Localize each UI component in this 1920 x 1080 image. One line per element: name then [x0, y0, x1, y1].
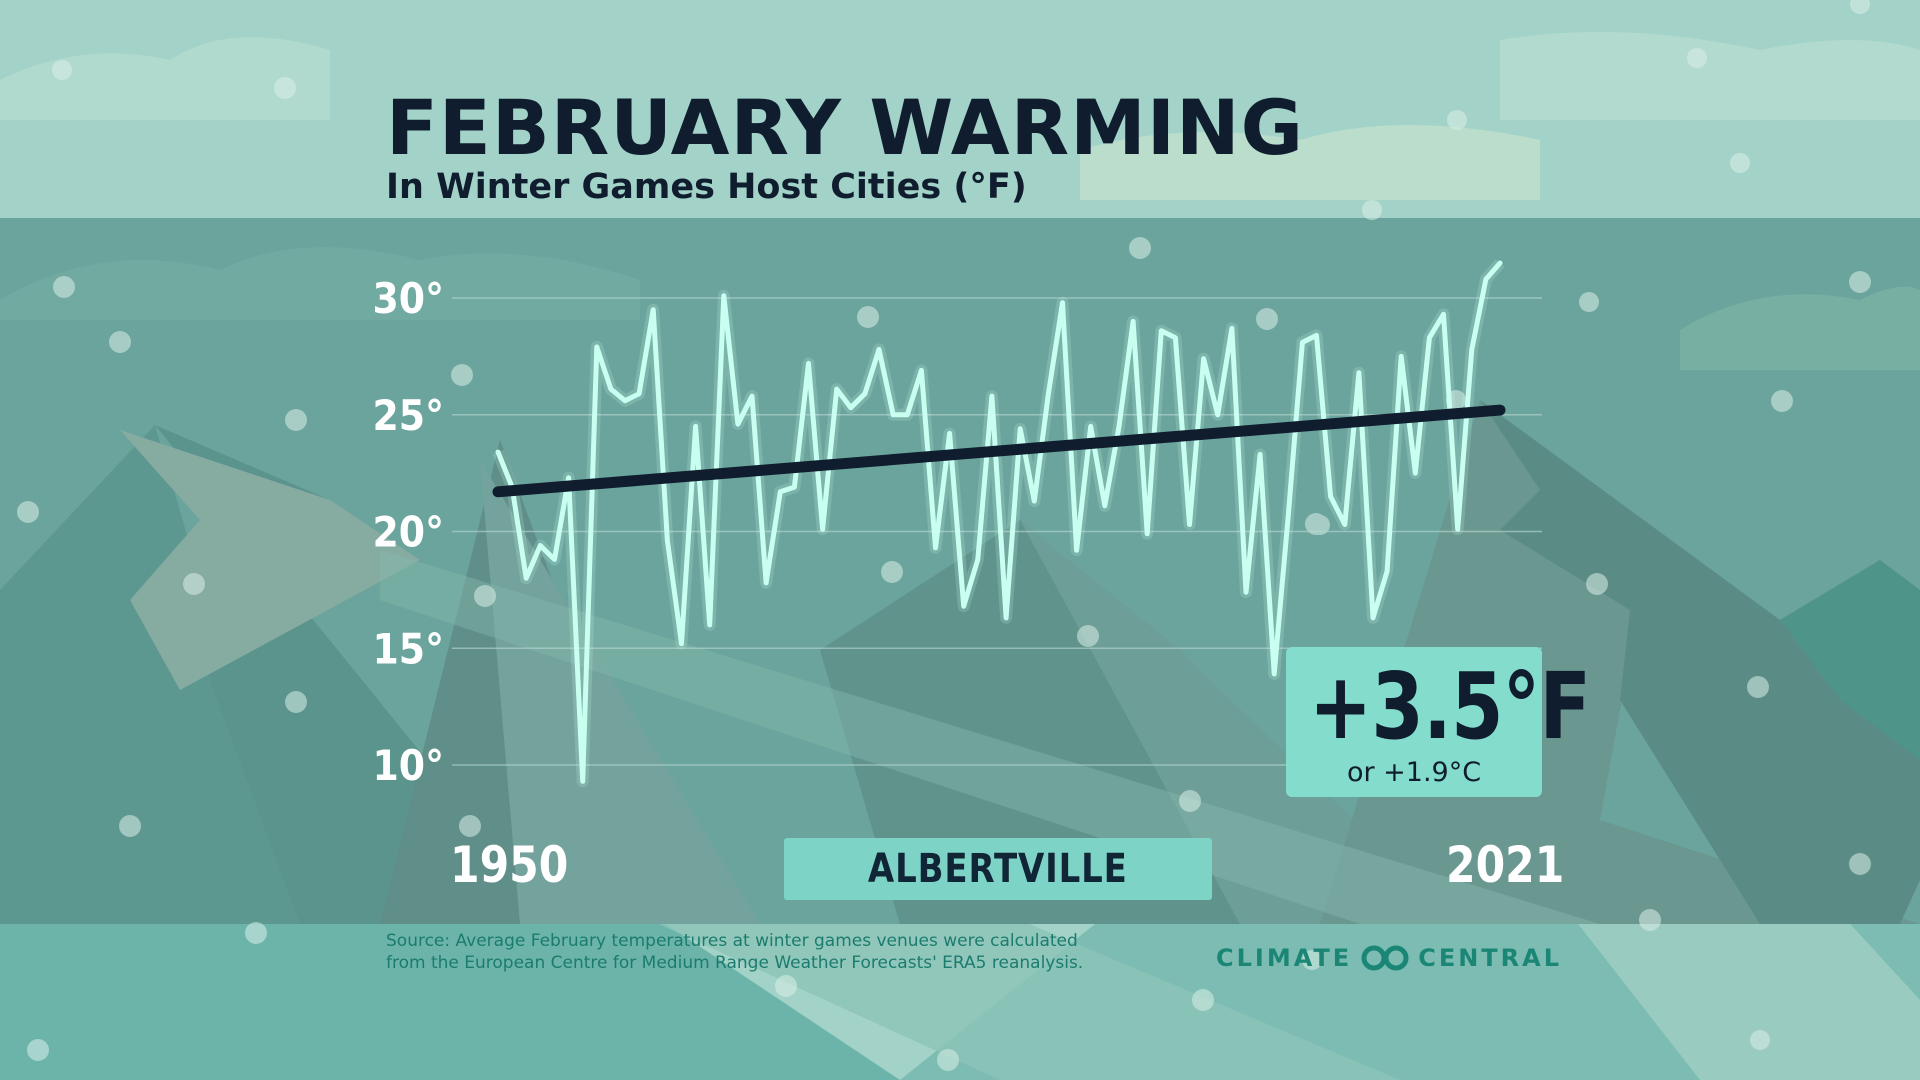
city-label: ALBERTVILLE — [868, 846, 1128, 892]
y-tick-label-15: 15° — [373, 624, 444, 673]
y-tick-labels: 10° 15° 20° 25° 30° — [373, 274, 444, 790]
y-tick-label-10: 10° — [373, 741, 444, 790]
source-line-1: Source: Average February temperatures at… — [386, 931, 1078, 951]
y-tick-label-25: 25° — [373, 391, 444, 440]
source-note: Source: Average February temperatures at… — [386, 930, 1146, 974]
y-tick-label-30: 30° — [373, 274, 444, 323]
source-line-2: from the European Centre for Medium Rang… — [386, 953, 1084, 973]
trend-line — [492, 404, 1506, 498]
chart-subtitle: In Winter Games Host Cities (°F) — [386, 167, 1027, 207]
infinity-logo-icon — [1361, 945, 1409, 971]
x-tick-label-start: 1950 — [450, 836, 569, 894]
brand-right: CENTRAL — [1418, 944, 1563, 972]
y-tick-label-20: 20° — [373, 508, 444, 557]
climate-central-logo: CLIMATE CENTRAL — [1216, 944, 1562, 972]
temperature-line — [495, 260, 1503, 784]
brand-left: CLIMATE — [1216, 944, 1353, 972]
series-group — [492, 259, 1506, 788]
city-label-box: ALBERTVILLE — [784, 838, 1212, 900]
x-tick-label-end: 2021 — [1446, 836, 1565, 894]
callout-value-celsius: or +1.9°C — [1346, 757, 1482, 788]
chart-title: FEBRUARY WARMING — [386, 83, 1304, 172]
warming-callout: +3.5°F or +1.9°C — [1286, 647, 1591, 797]
callout-value-fahrenheit: +3.5°F — [1309, 653, 1591, 760]
